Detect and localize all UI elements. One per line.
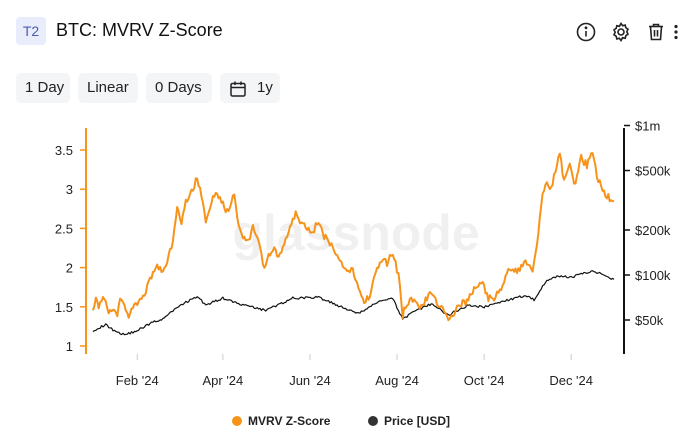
series-group bbox=[92, 152, 615, 336]
left-tick-label: 1 bbox=[66, 339, 73, 354]
gear-icon[interactable] bbox=[609, 20, 633, 44]
x-tick-label: Jun '24 bbox=[289, 373, 331, 388]
moving-average-button[interactable]: 0 Days bbox=[146, 73, 212, 103]
scale-button[interactable]: Linear bbox=[78, 73, 138, 103]
left-tick-label: 3.5 bbox=[55, 143, 73, 158]
right-tick-label: $500k bbox=[635, 164, 671, 179]
chart-header: T2 BTC: MVRV Z-Score bbox=[16, 17, 684, 47]
header-actions bbox=[564, 20, 684, 44]
price-line bbox=[92, 270, 615, 336]
right-tick-label: $50k bbox=[635, 313, 664, 328]
chart-area: glassnode 11.522.533.5 $50k$100k$200k$50… bbox=[55, 119, 671, 388]
x-tick-label: Feb '24 bbox=[116, 373, 159, 388]
legend-item-price[interactable]: Price [USD] bbox=[368, 412, 450, 430]
range-button[interactable]: 1y bbox=[220, 73, 280, 103]
left-tick-label: 2 bbox=[66, 261, 73, 276]
chart-tag[interactable]: T2 bbox=[16, 17, 46, 45]
right-tick-label: $200k bbox=[635, 223, 671, 238]
legend: MVRV Z-Score Price [USD] bbox=[0, 412, 700, 432]
right-axis-ticks: $50k $100k $200k $500k $1m bbox=[624, 119, 671, 328]
trash-icon[interactable] bbox=[644, 20, 668, 44]
x-tick-label: Aug '24 bbox=[375, 373, 419, 388]
left-tick-label: 1.5 bbox=[55, 300, 73, 315]
left-tick-label: 2.5 bbox=[55, 221, 73, 236]
x-axis-ticks: Feb '24 Apr '24 Jun '24 Aug '24 Oct '24 Dec '… bbox=[116, 354, 593, 388]
legend-label-price: Price [USD] bbox=[384, 414, 451, 428]
legend-dot-mvrv bbox=[232, 416, 242, 426]
info-icon[interactable] bbox=[574, 20, 598, 44]
watermark: glassnode bbox=[232, 205, 479, 261]
mvrv-line bbox=[92, 152, 615, 322]
right-tick-label: $100k bbox=[635, 268, 671, 283]
resolution-button[interactable]: 1 Day bbox=[16, 73, 70, 103]
legend-dot-price bbox=[368, 416, 378, 426]
right-tick-label: $1m bbox=[635, 119, 660, 134]
chart-title: BTC: MVRV Z-Score bbox=[56, 20, 223, 40]
legend-label-mvrv: MVRV Z-Score bbox=[248, 414, 331, 428]
x-tick-label: Apr '24 bbox=[202, 373, 243, 388]
range-label: 1y bbox=[257, 79, 273, 96]
x-tick-label: Dec '24 bbox=[549, 373, 593, 388]
more-vertical-icon[interactable] bbox=[669, 20, 683, 44]
calendar-icon bbox=[229, 79, 247, 97]
legend-item-mvrv[interactable]: MVRV Z-Score bbox=[232, 412, 330, 430]
left-tick-label: 3 bbox=[66, 182, 73, 197]
left-axis-ticks: 1 1.5 2 2.5 3 3.5 bbox=[55, 143, 86, 354]
x-tick-label: Oct '24 bbox=[464, 373, 505, 388]
